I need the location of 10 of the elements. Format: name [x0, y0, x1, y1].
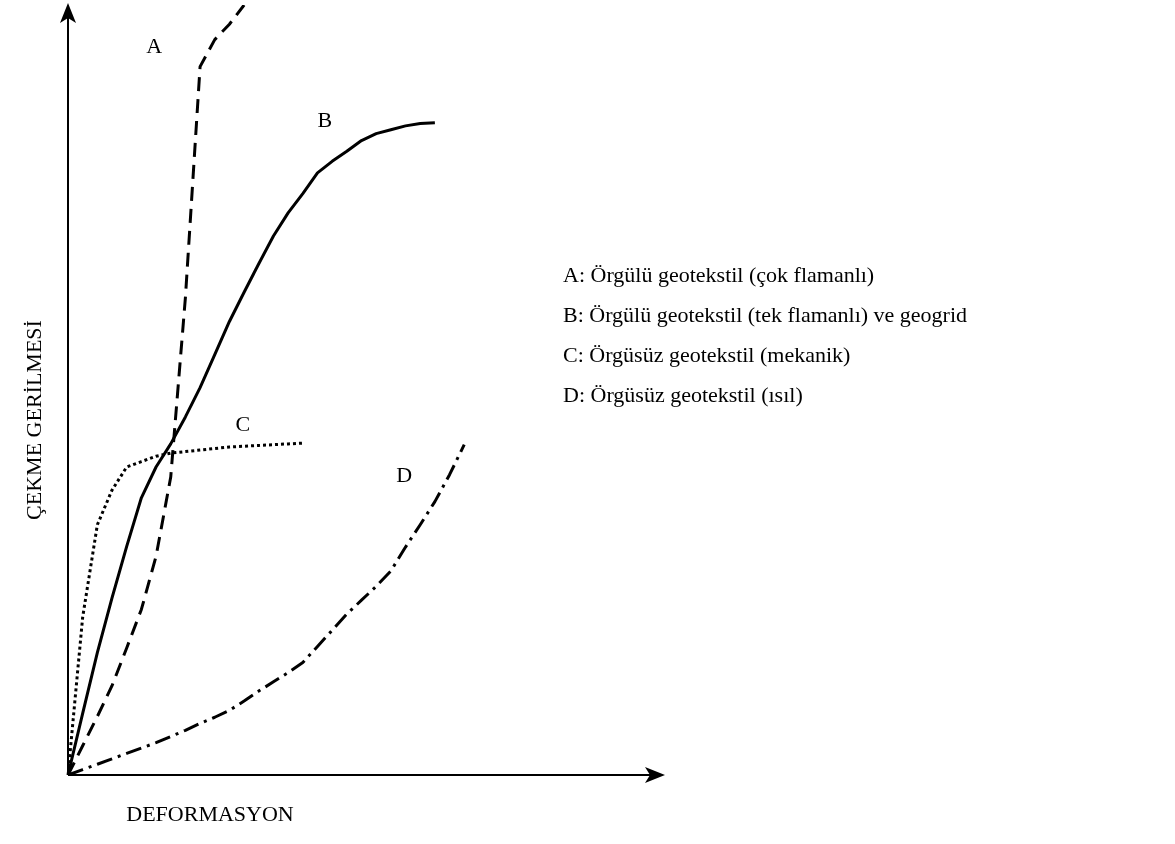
series-label: A [146, 32, 163, 58]
series-label: D [396, 462, 413, 488]
annotation: A: Örgülü geotekstil (çok flamanlı) [563, 261, 876, 289]
y-axis-title: ÇEKME GERİLMESİ [20, 320, 46, 520]
series-label: B [317, 106, 333, 132]
annotation: B: Örgülü geotekstil (tek flamanlı) ve geogrid [563, 301, 968, 329]
annotation: C: Örgüsüz geotekstil (mekanik) [563, 341, 852, 369]
series-label: C [235, 410, 251, 436]
annotation: D: Örgüsüz geotekstil (ısıl) [563, 381, 804, 409]
x-axis-title: DEFORMASYON [126, 800, 294, 826]
